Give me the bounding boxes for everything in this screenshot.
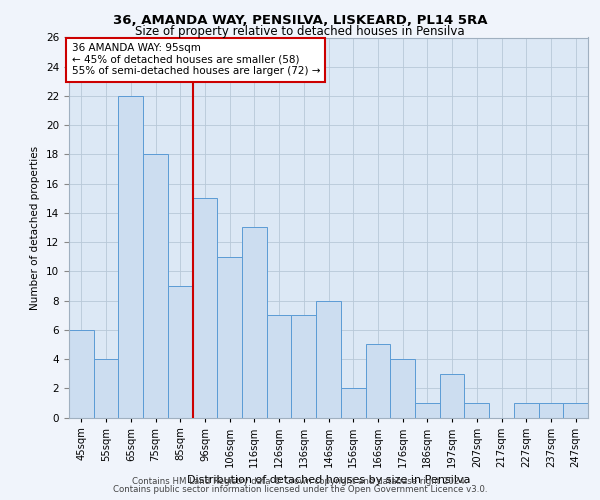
X-axis label: Distribution of detached houses by size in Pensilva: Distribution of detached houses by size … — [187, 475, 470, 485]
Bar — [143, 154, 168, 418]
Text: Contains HM Land Registry data © Crown copyright and database right 2024.: Contains HM Land Registry data © Crown c… — [132, 478, 468, 486]
Bar — [168, 286, 193, 418]
Bar — [341, 388, 365, 418]
Bar — [390, 359, 415, 418]
Bar — [217, 256, 242, 418]
Text: Contains public sector information licensed under the Open Government Licence v3: Contains public sector information licen… — [113, 485, 487, 494]
Bar — [267, 315, 292, 418]
Bar — [539, 403, 563, 417]
Bar — [365, 344, 390, 418]
Text: 36, AMANDA WAY, PENSILVA, LISKEARD, PL14 5RA: 36, AMANDA WAY, PENSILVA, LISKEARD, PL14… — [113, 14, 487, 27]
Bar — [193, 198, 217, 418]
Bar — [118, 96, 143, 418]
Bar — [316, 300, 341, 418]
Bar — [292, 315, 316, 418]
Bar — [415, 403, 440, 417]
Bar — [563, 403, 588, 417]
Bar — [242, 228, 267, 418]
Bar — [440, 374, 464, 418]
Y-axis label: Number of detached properties: Number of detached properties — [31, 146, 40, 310]
Bar — [464, 403, 489, 417]
Bar — [94, 359, 118, 418]
Bar — [69, 330, 94, 418]
Text: 36 AMANDA WAY: 95sqm
← 45% of detached houses are smaller (58)
55% of semi-detac: 36 AMANDA WAY: 95sqm ← 45% of detached h… — [71, 43, 320, 76]
Bar — [514, 403, 539, 417]
Text: Size of property relative to detached houses in Pensilva: Size of property relative to detached ho… — [135, 25, 465, 38]
